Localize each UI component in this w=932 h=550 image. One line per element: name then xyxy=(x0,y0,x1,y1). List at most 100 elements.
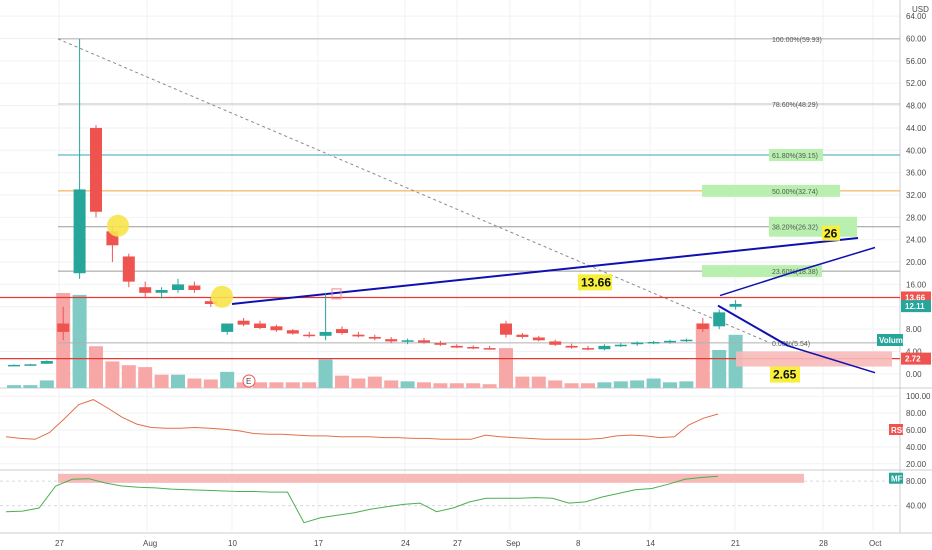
candle-body xyxy=(516,334,529,337)
volume-bar xyxy=(400,381,415,388)
price-tick-label: 32.00 xyxy=(906,191,927,200)
mf-line xyxy=(5,475,719,524)
volume-bar xyxy=(728,334,743,388)
candle-body xyxy=(582,348,594,350)
candle-body xyxy=(270,326,283,331)
volume-bar xyxy=(515,376,530,388)
trend-line-up-projection xyxy=(789,246,876,274)
candle-body xyxy=(696,323,709,330)
candle-body xyxy=(122,256,135,282)
price-tag xyxy=(901,352,931,365)
candle-body xyxy=(549,341,562,345)
volume-bar xyxy=(531,376,546,388)
rsi-tag xyxy=(889,424,903,435)
price-tick-label: 16.00 xyxy=(906,280,927,289)
earnings-marker-label: E xyxy=(246,377,251,386)
mf-overbought-band xyxy=(58,473,804,483)
candle-body xyxy=(139,287,152,293)
highlight-circle xyxy=(211,285,233,308)
fib-highlight-box xyxy=(702,265,822,278)
volume-bar xyxy=(695,323,710,388)
time-tick-label: Oct xyxy=(869,539,882,548)
candle-body xyxy=(729,303,742,307)
candle-body xyxy=(598,345,611,350)
time-tick-label: 24 xyxy=(401,539,410,548)
currency-label: USD xyxy=(912,5,929,14)
volume-bar xyxy=(187,378,202,388)
fib-level-label: 61.80%(39.15) xyxy=(772,153,818,160)
candle-body xyxy=(221,323,234,332)
volume-bar xyxy=(597,382,612,388)
rsi-panel: 100.00 80.00 60.00 40.00 20.00 RSI xyxy=(0,392,931,469)
volume-bar xyxy=(466,383,481,388)
volume-bar xyxy=(269,382,284,388)
fib-level-label: 38.20%(26.32) xyxy=(772,225,818,232)
candle-body xyxy=(336,329,348,334)
time-tick-label: 10 xyxy=(228,539,237,548)
candle-body xyxy=(483,348,496,350)
rsi-tick-label: 40.00 xyxy=(906,443,927,452)
trend-line-up-projection xyxy=(719,272,791,297)
volume-bar xyxy=(220,371,235,388)
volume-bar xyxy=(351,378,366,388)
price-tick-label: 36.00 xyxy=(906,169,927,178)
volume-bar xyxy=(105,361,120,388)
rsi-tag-label: RSI xyxy=(891,426,904,435)
mf-tick-label: 80.00 xyxy=(906,477,927,486)
volume-bar xyxy=(499,348,513,388)
volume-bar xyxy=(39,380,54,388)
volume-bar xyxy=(564,383,579,388)
volume-bar xyxy=(56,293,71,388)
annotations: 13.66 26 2.65 xyxy=(578,225,840,383)
fib-level-label: 0.00%(5.54) xyxy=(772,341,810,348)
fib-highlight-box xyxy=(702,184,840,197)
volume-bar xyxy=(581,383,595,388)
volume-bar xyxy=(236,382,251,388)
price-tick-label: 52.00 xyxy=(906,79,927,88)
candle-body xyxy=(254,323,266,328)
candle-body xyxy=(352,334,365,337)
price-tick-label: 60.00 xyxy=(906,35,927,44)
volume-tag xyxy=(877,334,903,346)
candle-body xyxy=(434,343,447,345)
candle-body xyxy=(237,320,250,325)
price-tick-label: 0.00 xyxy=(906,370,922,379)
volume-bar xyxy=(171,374,185,388)
time-tick-label: 8 xyxy=(576,539,581,548)
candle-body xyxy=(385,339,398,342)
rsi-tick-label: 60.00 xyxy=(906,426,927,435)
candle-body xyxy=(418,340,430,343)
volume-bar xyxy=(646,378,661,388)
mf-tick-label: 40.00 xyxy=(906,502,927,511)
volume-bar xyxy=(203,379,218,388)
candle-body xyxy=(40,360,53,364)
fib-level-label: 23.60%(18.38) xyxy=(772,269,818,276)
time-tick-label: Sep xyxy=(506,539,521,548)
candle-body xyxy=(614,344,627,347)
volume-bar xyxy=(138,367,153,388)
annotation-box xyxy=(770,366,800,383)
price-tick-label: 4.00 xyxy=(906,347,922,356)
annotation-text: 13.66 xyxy=(581,275,611,289)
volume-bar xyxy=(89,346,103,388)
volume-bar xyxy=(548,380,563,388)
annotation-box xyxy=(822,225,840,241)
fib-level-label: 50.00%(32.74) xyxy=(772,189,818,196)
price-tag xyxy=(901,300,931,313)
rsi-tick-label: 20.00 xyxy=(906,460,927,469)
time-tick-label: Aug xyxy=(143,539,157,548)
price-tick-label: 44.00 xyxy=(906,124,927,133)
fib-highlight-box xyxy=(769,149,823,162)
candle-body xyxy=(188,285,201,290)
candle-body xyxy=(664,340,676,343)
price-tick-label: 64.00 xyxy=(906,12,927,21)
highlight-circle xyxy=(107,214,129,237)
price-tag-label: 12.11 xyxy=(905,302,925,311)
grid-lines xyxy=(0,0,900,530)
price-tag-label: 13.66 xyxy=(905,293,926,302)
support-zone-box xyxy=(736,351,892,367)
time-tick-label: 28 xyxy=(819,539,828,548)
